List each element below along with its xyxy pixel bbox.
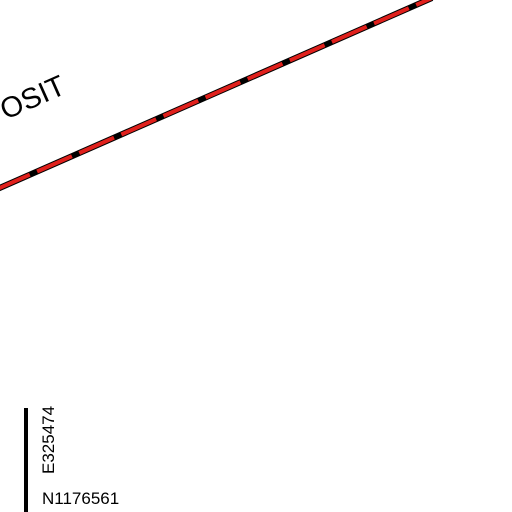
boundary-line-fill (0, 0, 433, 190)
northing-label: N1176561 (42, 489, 119, 508)
boundary-line (0, 0, 434, 192)
easting-label: E325474 (39, 406, 58, 474)
